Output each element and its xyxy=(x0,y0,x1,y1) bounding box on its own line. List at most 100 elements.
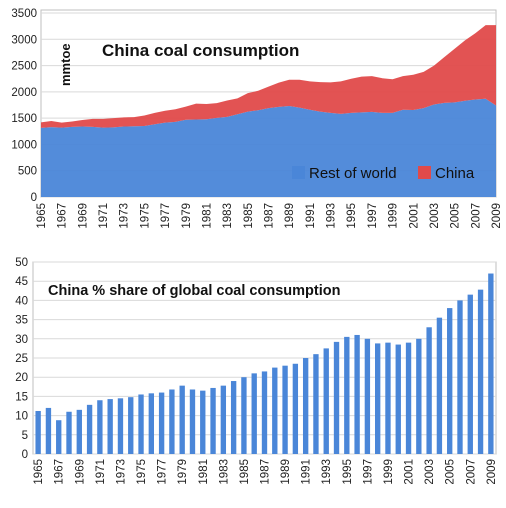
bar-1998 xyxy=(375,343,381,454)
x-tick-label: 1965 xyxy=(36,203,48,229)
legend-swatch-rest-of-world xyxy=(292,166,305,179)
bar-1994 xyxy=(333,341,340,454)
y-tick-label: 0 xyxy=(31,192,37,204)
x-tick-labels-1: 1965 1967 1969 1971 1973 1975 1977 1979 1981 1983… xyxy=(36,203,503,229)
x-tick-label: 2009 xyxy=(491,203,503,229)
x-tick-label: 1989 xyxy=(280,459,292,485)
x-tick-label: 1995 xyxy=(342,459,354,485)
bar-1982 xyxy=(210,387,216,454)
bar-1977 xyxy=(158,392,165,454)
x-tick-label: 1997 xyxy=(362,459,374,485)
bar-1984 xyxy=(230,381,237,454)
x-tick-label: 1991 xyxy=(301,459,313,485)
bar-1989 xyxy=(282,365,288,454)
x-tick-label: 1995 xyxy=(346,203,358,229)
bar-1966 xyxy=(45,407,52,454)
bar-1978 xyxy=(169,389,175,454)
bar-1981 xyxy=(200,390,206,454)
x-tick-label: 2009 xyxy=(486,459,498,485)
bar-1979 xyxy=(179,385,185,454)
x-tick-label: 1985 xyxy=(243,203,255,229)
y-tick-label: 1500 xyxy=(11,113,37,125)
area-series-group xyxy=(41,25,496,197)
x-tick-label: 1981 xyxy=(198,459,210,485)
y-tick-labels-2: 0 5 10 15 20 25 30 35 40 45 50 xyxy=(15,257,28,461)
bar-2007 xyxy=(467,294,473,454)
bar-1993 xyxy=(323,348,329,454)
bar-1991 xyxy=(302,358,309,454)
x-tick-label: 1983 xyxy=(222,203,234,229)
y-tick-label: 15 xyxy=(15,391,28,403)
x-tick-label: 1973 xyxy=(115,459,127,485)
y-tick-label: 30 xyxy=(15,334,28,346)
x-tick-label: 1989 xyxy=(284,203,296,229)
x-tick-label: 1965 xyxy=(33,459,45,485)
x-tick-label: 1977 xyxy=(160,203,172,229)
x-tick-label: 1991 xyxy=(305,203,317,229)
chart-title-2: China % share of global coal consumption xyxy=(48,283,340,299)
x-tick-label: 2007 xyxy=(470,203,482,229)
y-tick-label: 5 xyxy=(22,430,28,442)
bar-1988 xyxy=(272,367,278,454)
bar-2004 xyxy=(436,317,443,454)
bar-series-group xyxy=(35,273,494,454)
bar-1974 xyxy=(128,397,134,454)
bar-2006 xyxy=(457,300,463,454)
bar-1983 xyxy=(220,385,227,454)
bar-1999 xyxy=(385,342,391,454)
bar-1970 xyxy=(86,404,93,454)
y-tick-label: 500 xyxy=(18,166,37,178)
y-tick-labels-1: 0 500 1000 1500 2000 2500 3000 3500 xyxy=(11,8,37,204)
x-tick-label: 2003 xyxy=(429,203,441,229)
x-tick-label: 2007 xyxy=(465,459,477,485)
x-tick-label: 1967 xyxy=(54,459,66,485)
bar-1985 xyxy=(241,377,247,454)
legend-swatch-china xyxy=(418,166,431,179)
y-tick-label: 50 xyxy=(15,257,28,269)
x-tick-label: 1987 xyxy=(260,459,272,485)
bar-1969 xyxy=(76,409,82,454)
x-tick-label: 2001 xyxy=(408,203,420,229)
x-tick-label: 1971 xyxy=(98,203,110,229)
bar-2000 xyxy=(395,344,401,454)
x-tick-label: 1979 xyxy=(177,459,189,485)
x-tick-label: 1969 xyxy=(74,459,86,485)
y-tick-label: 1000 xyxy=(11,139,37,151)
bar-1976 xyxy=(148,393,154,454)
x-tick-label: 2005 xyxy=(450,203,462,229)
y-tick-label: 25 xyxy=(15,353,28,365)
bar-2003 xyxy=(426,327,432,454)
bar-1972 xyxy=(107,399,113,454)
x-tick-label: 1997 xyxy=(367,203,379,229)
bar-1990 xyxy=(292,363,299,454)
bar-1968 xyxy=(66,411,72,454)
x-tick-label: 2005 xyxy=(445,459,457,485)
bar-2002 xyxy=(416,338,422,454)
bar-1980 xyxy=(189,389,196,454)
x-tick-label: 1979 xyxy=(181,203,193,229)
bar-1973 xyxy=(117,398,124,454)
y-tick-label: 10 xyxy=(15,411,28,423)
bar-1975 xyxy=(138,394,144,454)
x-tick-label: 1993 xyxy=(326,203,338,229)
bar-2005 xyxy=(447,308,453,454)
bar-1986 xyxy=(251,373,257,454)
x-tick-label: 1981 xyxy=(201,203,213,229)
x-tick-label: 1969 xyxy=(77,203,89,229)
area-series-china xyxy=(41,25,496,128)
legend-label-china: China xyxy=(435,165,475,182)
x-tick-label: 1967 xyxy=(57,203,69,229)
y-tick-label: 2500 xyxy=(11,61,37,73)
x-tick-label: 1983 xyxy=(218,459,230,485)
y-tick-label: 35 xyxy=(15,315,28,327)
x-tick-label: 1985 xyxy=(239,459,251,485)
bar-1996 xyxy=(354,334,360,454)
y-tick-label: 20 xyxy=(15,372,28,384)
y-tick-label: 40 xyxy=(15,295,28,307)
x-tick-label: 1971 xyxy=(95,459,107,485)
y-axis-label-1: mmtoe xyxy=(58,43,73,86)
x-tick-label: 1999 xyxy=(388,203,400,229)
x-tick-label: 1975 xyxy=(136,459,148,485)
